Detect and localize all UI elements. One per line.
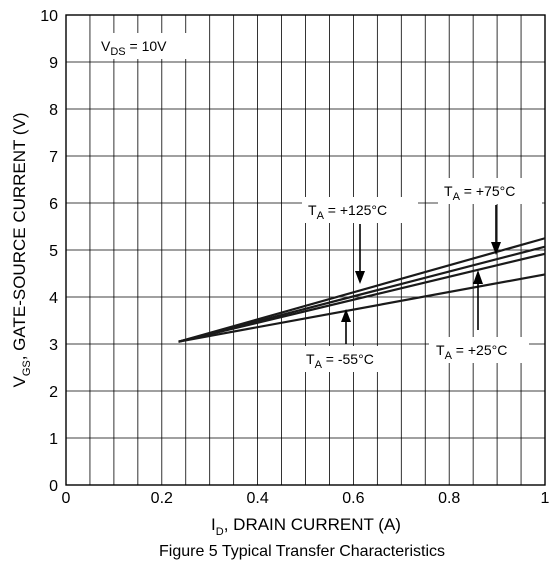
x-tick-label: 0.6 xyxy=(342,490,364,507)
x-axis-title: ID, DRAIN CURRENT (A) xyxy=(211,515,401,538)
x-tick-label: 0.2 xyxy=(151,490,173,507)
x-tick-label: 1 xyxy=(541,490,549,507)
arrow-125c-head xyxy=(355,271,365,284)
grid xyxy=(66,15,545,485)
plot-frame xyxy=(65,14,546,486)
y-tick-label: 0 xyxy=(49,478,58,495)
series-lines xyxy=(178,237,546,343)
y-tick-label: 2 xyxy=(49,384,58,401)
annotation-minus55c: TA = -55°C xyxy=(300,309,396,372)
arrow-75c-head xyxy=(491,242,501,255)
y-tick-label: 3 xyxy=(49,337,58,354)
annotation-125c: TA = +125°C xyxy=(302,197,418,284)
y-tick-label: 5 xyxy=(49,243,58,260)
svg-text:TA = +25°C: TA = +25°C xyxy=(436,342,507,362)
figure-caption: Figure 5 Typical Transfer Characteristic… xyxy=(159,543,445,560)
series-line xyxy=(178,237,546,343)
y-axis-title: VGS, GATE-SOURCE CURRENT (V) xyxy=(10,112,33,387)
arrow-minus55c-head xyxy=(341,309,351,322)
y-tick-label: 9 xyxy=(49,55,58,72)
y-tick-label: 6 xyxy=(49,196,58,213)
svg-text:TA = -55°C: TA = -55°C xyxy=(306,351,374,371)
x-tick-label: 0.8 xyxy=(438,490,460,507)
svg-text:VDS = 10V: VDS = 10V xyxy=(101,38,167,58)
y-tick-label: 8 xyxy=(49,102,58,119)
series-line xyxy=(178,273,546,343)
series-line xyxy=(178,245,546,343)
x-tick-label: 0 xyxy=(62,490,71,507)
y-tick-label: 1 xyxy=(49,431,58,448)
annotation-75c: TA = +75°C xyxy=(438,178,542,255)
annotation-25c: TA = +25°C xyxy=(429,270,529,363)
y-tick-label: 7 xyxy=(49,149,58,166)
svg-text:TA = +75°C: TA = +75°C xyxy=(444,183,515,203)
y-tick-label: 10 xyxy=(40,8,58,25)
y-tick-label: 4 xyxy=(49,290,58,307)
condition-label: VDS = 10V xyxy=(94,33,194,59)
arrow-25c-head xyxy=(473,270,483,284)
svg-text:TA = +125°C: TA = +125°C xyxy=(308,202,387,222)
series-line xyxy=(178,252,546,343)
x-tick-label: 0.4 xyxy=(246,490,268,507)
